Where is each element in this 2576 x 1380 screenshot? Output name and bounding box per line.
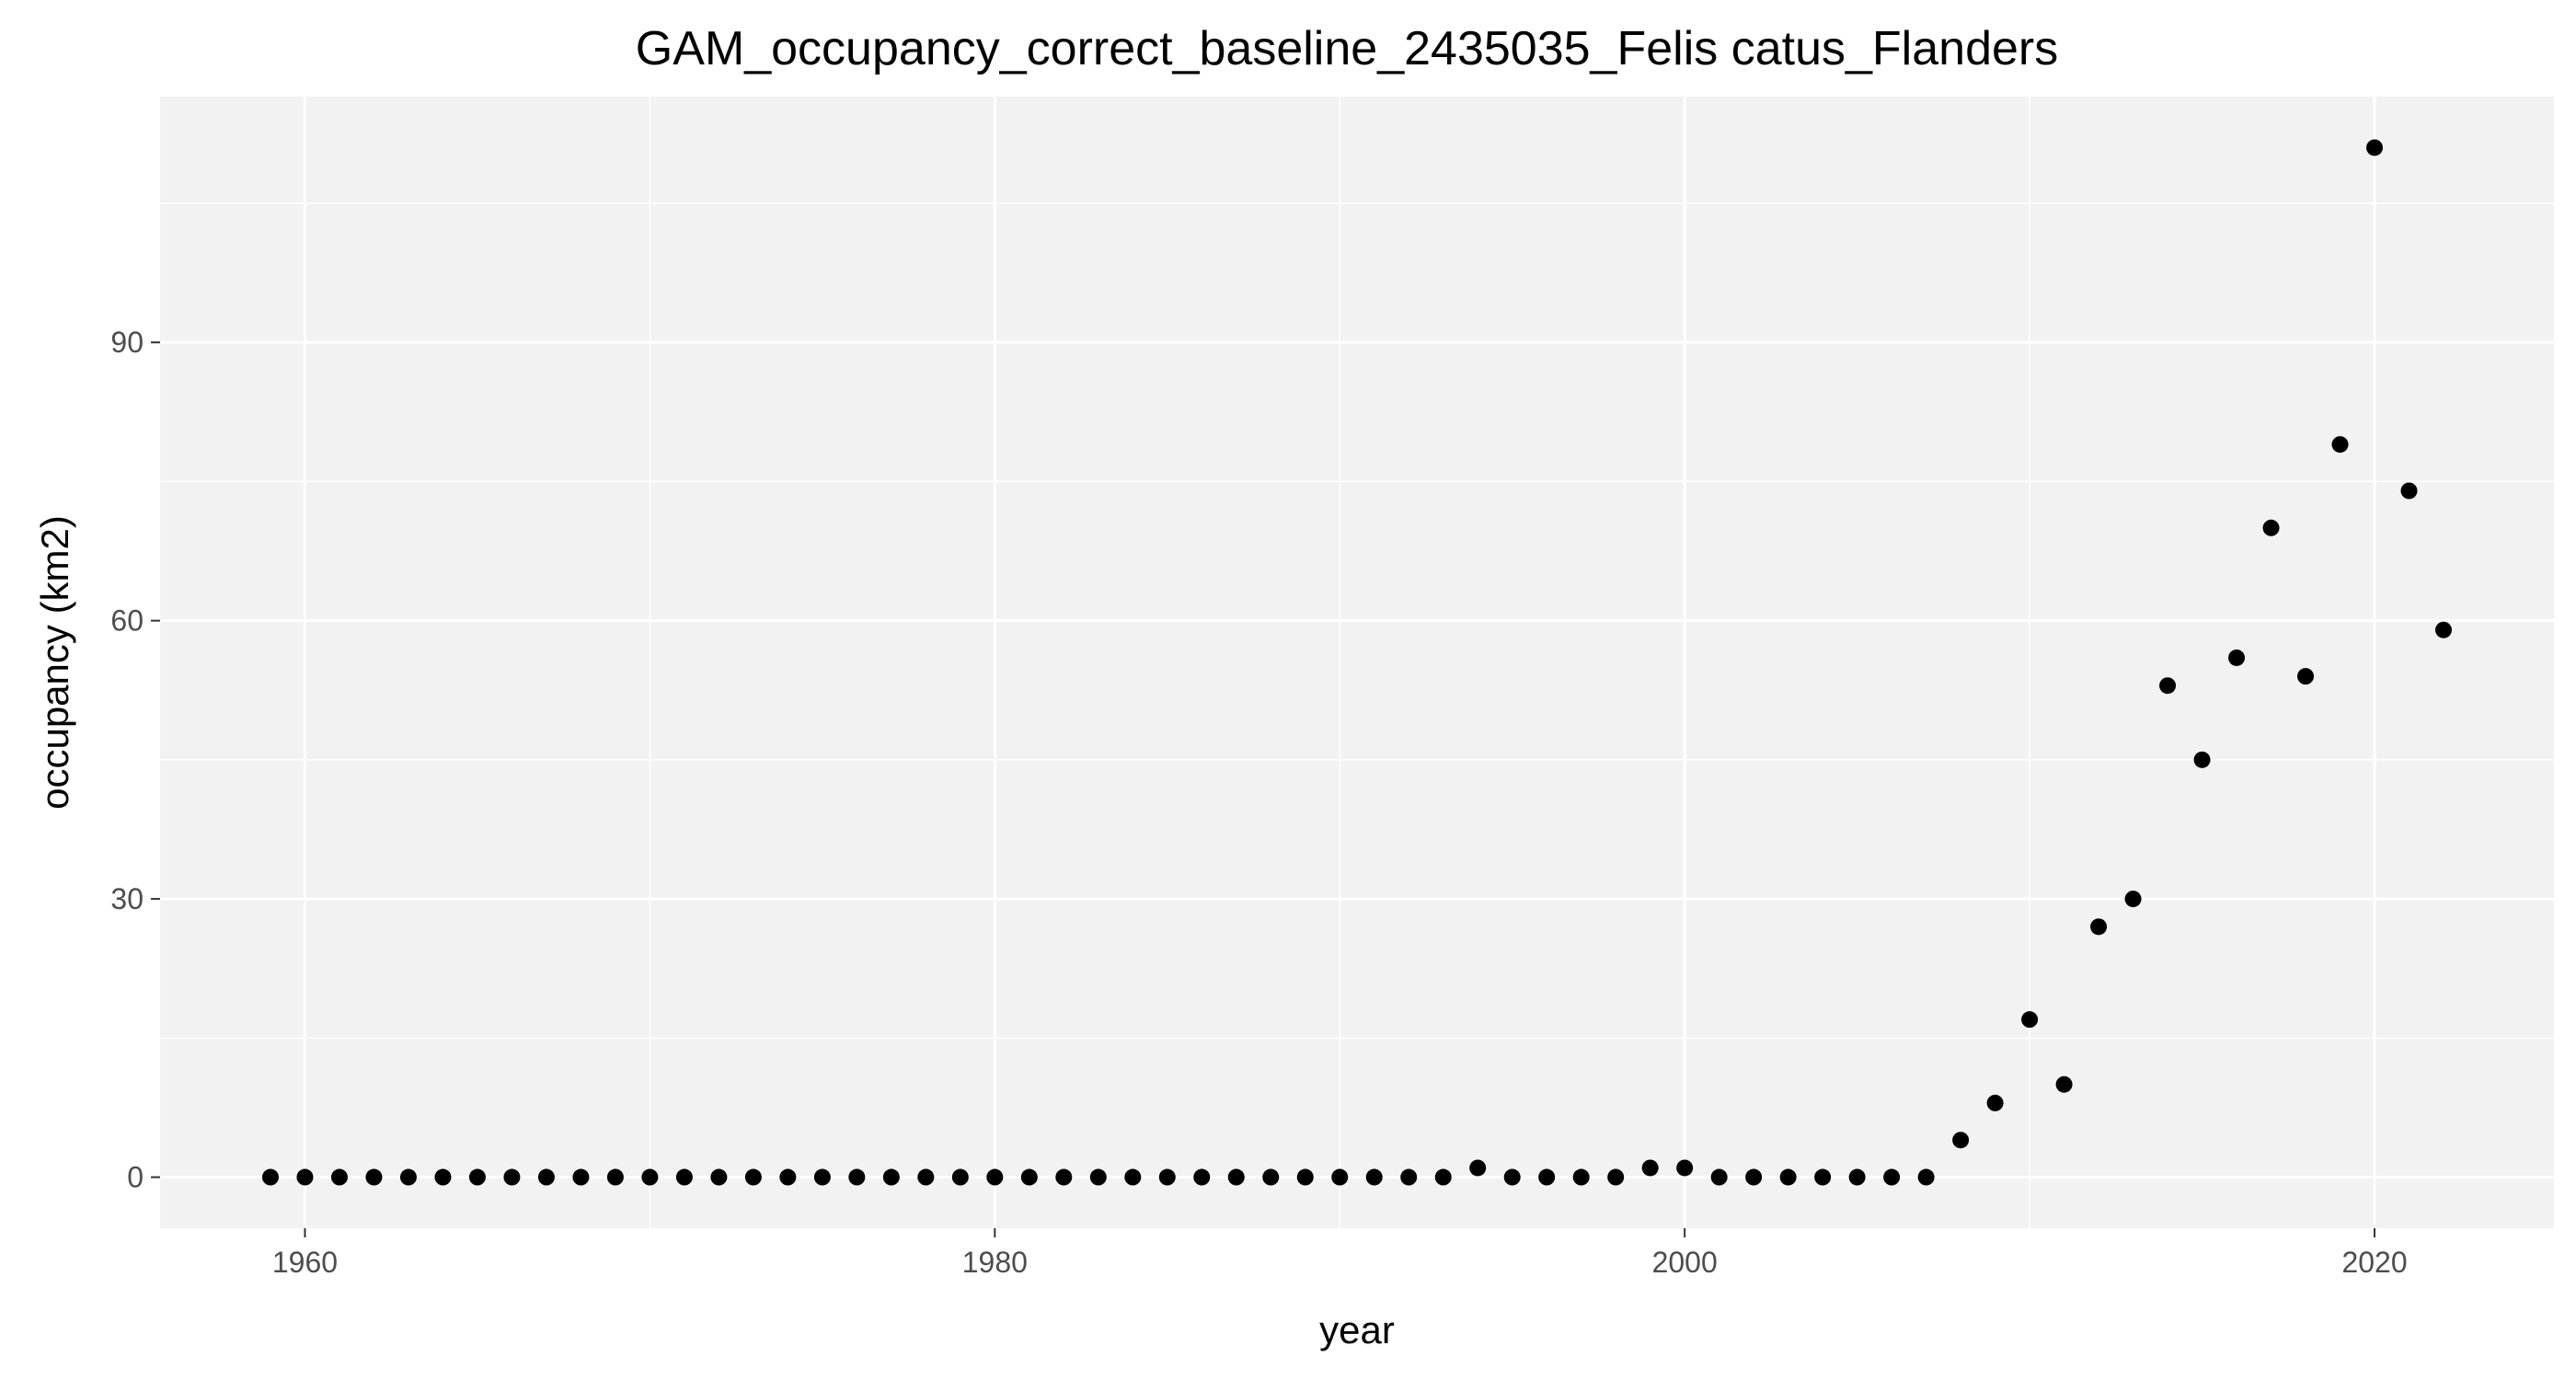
data-point [1745,1168,1763,1186]
data-point [848,1168,866,1186]
data-point [2262,519,2280,536]
data-point [641,1168,659,1186]
data-point [2159,677,2177,695]
data-point [1710,1168,1728,1186]
data-point [951,1168,969,1186]
data-point [2090,918,2108,936]
data-point [744,1168,762,1186]
data-point [330,1168,348,1186]
data-point [1262,1168,1280,1186]
data-point [1227,1168,1245,1186]
data-point [2366,139,2384,156]
data-point [2331,436,2349,454]
data-point [1055,1168,1073,1186]
plot-panel [160,97,2554,1228]
data-point [2400,482,2418,500]
data-point [261,1168,279,1186]
data-point [1883,1168,1901,1186]
x-tick-label: 2000 [1652,1246,1718,1279]
data-points [261,139,2453,1186]
data-point [365,1168,383,1186]
data-point [1469,1159,1487,1177]
x-axis-title: year [1319,1308,1395,1351]
data-point [1400,1168,1418,1186]
data-point [1020,1168,1038,1186]
x-tick-label: 1980 [962,1246,1028,1279]
data-point [503,1168,521,1186]
data-point [1952,1132,1970,1149]
data-point [2435,621,2453,638]
y-tick-label: 30 [110,882,144,915]
data-point [675,1168,693,1186]
data-point [917,1168,935,1186]
x-tick-label: 1960 [272,1246,338,1279]
data-point [296,1168,314,1186]
data-point [468,1168,486,1186]
grid-lines [160,97,2554,1228]
data-point [537,1168,555,1186]
data-point [1503,1168,1521,1186]
data-point [399,1168,417,1186]
data-point [2228,649,2246,666]
y-tick-label: 90 [110,326,144,359]
data-point [2193,751,2211,768]
data-point [1641,1159,1659,1177]
data-point [434,1168,452,1186]
data-point [1607,1168,1625,1186]
data-point [1572,1168,1590,1186]
data-point [1986,1094,2004,1111]
data-point [1779,1168,1797,1186]
chart-title: GAM_occupancy_correct_baseline_2435035_F… [636,22,2058,75]
data-point [2124,891,2142,908]
data-point [1296,1168,1314,1186]
data-point [572,1168,590,1186]
data-point [1917,1168,1935,1186]
y-axis-title: occupancy (km2) [33,515,76,810]
data-point [1848,1168,1866,1186]
data-point [1331,1168,1349,1186]
y-tick-label: 60 [110,604,144,638]
data-point [1365,1168,1383,1186]
data-point [813,1168,831,1186]
data-point [882,1168,900,1186]
data-point [1434,1168,1452,1186]
data-point [2055,1075,2073,1093]
data-point [1124,1168,1142,1186]
y-tick-label: 0 [127,1161,144,1194]
data-point [1193,1168,1211,1186]
data-point [1538,1168,1556,1186]
data-point [2297,668,2315,685]
data-point [1158,1168,1176,1186]
axes: 1960 1980 2000 2020 0 30 60 90 [110,326,2407,1279]
data-point [2021,1011,2039,1029]
data-point [986,1168,1004,1186]
data-point [606,1168,624,1186]
data-point [1089,1168,1107,1186]
data-point [779,1168,797,1186]
x-tick-label: 2020 [2341,1246,2407,1279]
data-point [710,1168,728,1186]
data-point [1676,1159,1694,1177]
data-point [1814,1168,1832,1186]
